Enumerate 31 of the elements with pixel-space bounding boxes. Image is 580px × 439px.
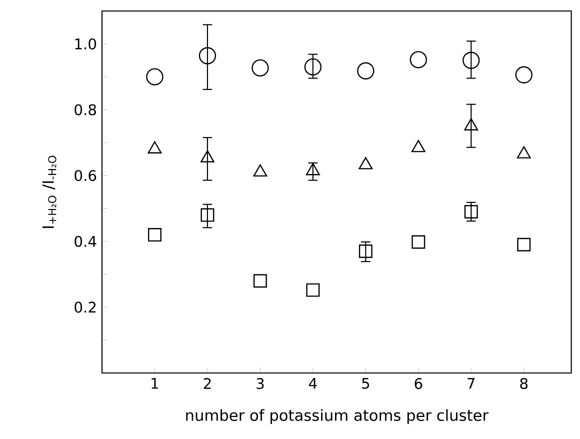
point bbox=[358, 244, 372, 258]
y-tick-label: 0.6 bbox=[74, 170, 96, 182]
point bbox=[357, 62, 374, 80]
y-tick-label: 0.8 bbox=[74, 104, 96, 116]
x-tick-label: 3 bbox=[256, 378, 264, 390]
point bbox=[198, 47, 216, 64]
point bbox=[464, 205, 478, 218]
x-tick-label: 4 bbox=[308, 378, 317, 389]
point bbox=[253, 274, 267, 288]
x-tick-label: 2 bbox=[204, 378, 211, 389]
y-tick-label: 1.0 bbox=[75, 38, 96, 50]
point bbox=[412, 235, 426, 249]
x-tick-label: 5 bbox=[362, 378, 370, 389]
point bbox=[517, 238, 531, 252]
point bbox=[200, 208, 214, 222]
point bbox=[304, 58, 322, 76]
point bbox=[252, 59, 269, 77]
point bbox=[306, 283, 320, 297]
point bbox=[148, 228, 162, 242]
y-axis-title: I$_{+H₂O}$ /I$_{-H₂O}$ bbox=[42, 156, 56, 228]
x-tick-label: 6 bbox=[414, 378, 422, 390]
point bbox=[146, 68, 164, 86]
y-tick-label: 0.4 bbox=[74, 236, 96, 247]
y-tick-label: 0.2 bbox=[74, 302, 96, 313]
x-tick-label: 1 bbox=[152, 378, 158, 389]
point bbox=[515, 66, 532, 84]
x-tick-label: 8 bbox=[520, 378, 528, 390]
point bbox=[410, 51, 428, 68]
point bbox=[462, 52, 480, 69]
x-tick-label: 7 bbox=[468, 378, 475, 389]
x-axis-title: number of potassium atoms per cluster bbox=[186, 409, 489, 424]
